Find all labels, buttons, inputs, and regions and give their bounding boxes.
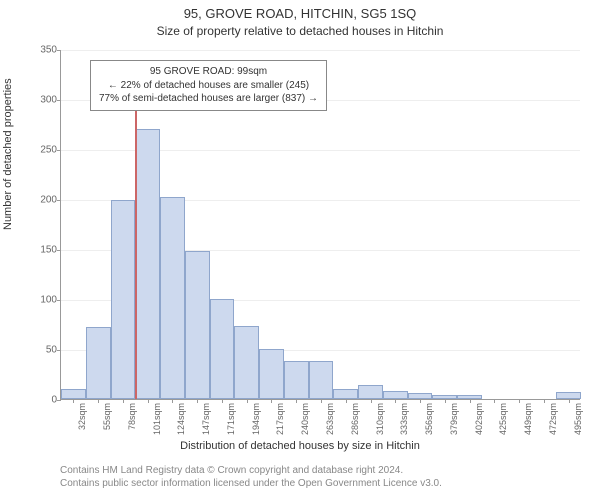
x-tick-label: 425sqm (498, 403, 508, 435)
chart-title-main: 95, GROVE ROAD, HITCHIN, SG5 1SQ (0, 6, 600, 21)
y-tick-mark (57, 400, 61, 401)
y-tick-mark (57, 300, 61, 301)
x-tick-label: 55sqm (102, 403, 112, 430)
x-tick-mark (321, 399, 322, 403)
chart-title-sub: Size of property relative to detached ho… (0, 24, 600, 38)
x-tick-mark (123, 399, 124, 403)
y-tick-mark (57, 150, 61, 151)
x-tick-mark (420, 399, 421, 403)
bar (333, 389, 358, 399)
x-tick-label: 78sqm (127, 403, 137, 430)
x-tick-mark (470, 399, 471, 403)
y-tick-mark (57, 350, 61, 351)
bar (259, 349, 284, 399)
x-tick-label: 333sqm (399, 403, 409, 435)
y-tick-label: 150 (40, 245, 57, 256)
x-tick-mark (445, 399, 446, 403)
x-tick-label: 495sqm (573, 403, 583, 435)
x-tick-label: 310sqm (375, 403, 385, 435)
y-tick-mark (57, 250, 61, 251)
bar (185, 251, 210, 399)
x-tick-mark (247, 399, 248, 403)
info-box-line: 95 GROVE ROAD: 99sqm (99, 65, 318, 79)
x-tick-label: 286sqm (350, 403, 360, 435)
bar (234, 326, 259, 399)
x-tick-label: 472sqm (548, 403, 558, 435)
x-tick-label: 379sqm (449, 403, 459, 435)
x-tick-mark (98, 399, 99, 403)
y-tick-label: 300 (40, 95, 57, 106)
x-tick-label: 147sqm (201, 403, 211, 435)
x-tick-mark (296, 399, 297, 403)
x-tick-label: 240sqm (300, 403, 310, 435)
x-tick-mark (346, 399, 347, 403)
x-tick-label: 356sqm (424, 403, 434, 435)
y-tick-label: 50 (46, 345, 57, 356)
bar (556, 392, 581, 399)
footer-line-2: Contains public sector information licen… (60, 478, 442, 489)
x-tick-label: 124sqm (176, 403, 186, 435)
y-tick-mark (57, 200, 61, 201)
x-tick-label: 171sqm (226, 403, 236, 435)
bar (383, 391, 408, 399)
bar (284, 361, 309, 399)
x-tick-mark (148, 399, 149, 403)
x-tick-label: 194sqm (251, 403, 261, 435)
bar (111, 200, 136, 399)
x-tick-mark (197, 399, 198, 403)
y-tick-mark (57, 50, 61, 51)
bar (61, 389, 86, 399)
y-tick-label: 200 (40, 195, 57, 206)
bar (160, 197, 185, 399)
x-tick-mark (519, 399, 520, 403)
x-tick-mark (569, 399, 570, 403)
x-tick-mark (371, 399, 372, 403)
x-tick-label: 263sqm (325, 403, 335, 435)
bar (309, 361, 334, 399)
bar (210, 299, 235, 399)
y-tick-label: 250 (40, 145, 57, 156)
x-tick-label: 101sqm (152, 403, 162, 435)
bar (135, 129, 160, 399)
x-tick-label: 402sqm (474, 403, 484, 435)
x-tick-mark (395, 399, 396, 403)
y-tick-label: 350 (40, 45, 57, 56)
info-box-line: 77% of semi-detached houses are larger (… (99, 92, 318, 106)
x-tick-mark (494, 399, 495, 403)
info-box: 95 GROVE ROAD: 99sqm← 22% of detached ho… (90, 60, 327, 111)
grid-line (61, 50, 580, 51)
x-tick-mark (271, 399, 272, 403)
y-tick-mark (57, 100, 61, 101)
y-tick-label: 100 (40, 295, 57, 306)
reference-line (135, 70, 137, 399)
x-tick-mark (172, 399, 173, 403)
footer-line-1: Contains HM Land Registry data © Crown c… (60, 465, 403, 476)
y-tick-label: 0 (51, 395, 57, 406)
bar (358, 385, 383, 399)
x-tick-label: 217sqm (275, 403, 285, 435)
bar (86, 327, 111, 399)
x-tick-mark (222, 399, 223, 403)
x-tick-label: 32sqm (77, 403, 87, 430)
x-tick-label: 449sqm (523, 403, 533, 435)
x-axis-label: Distribution of detached houses by size … (0, 440, 600, 452)
x-tick-mark (544, 399, 545, 403)
x-tick-mark (73, 399, 74, 403)
y-axis-label: Number of detached properties (2, 78, 14, 230)
info-box-line: ← 22% of detached houses are smaller (24… (99, 79, 318, 93)
